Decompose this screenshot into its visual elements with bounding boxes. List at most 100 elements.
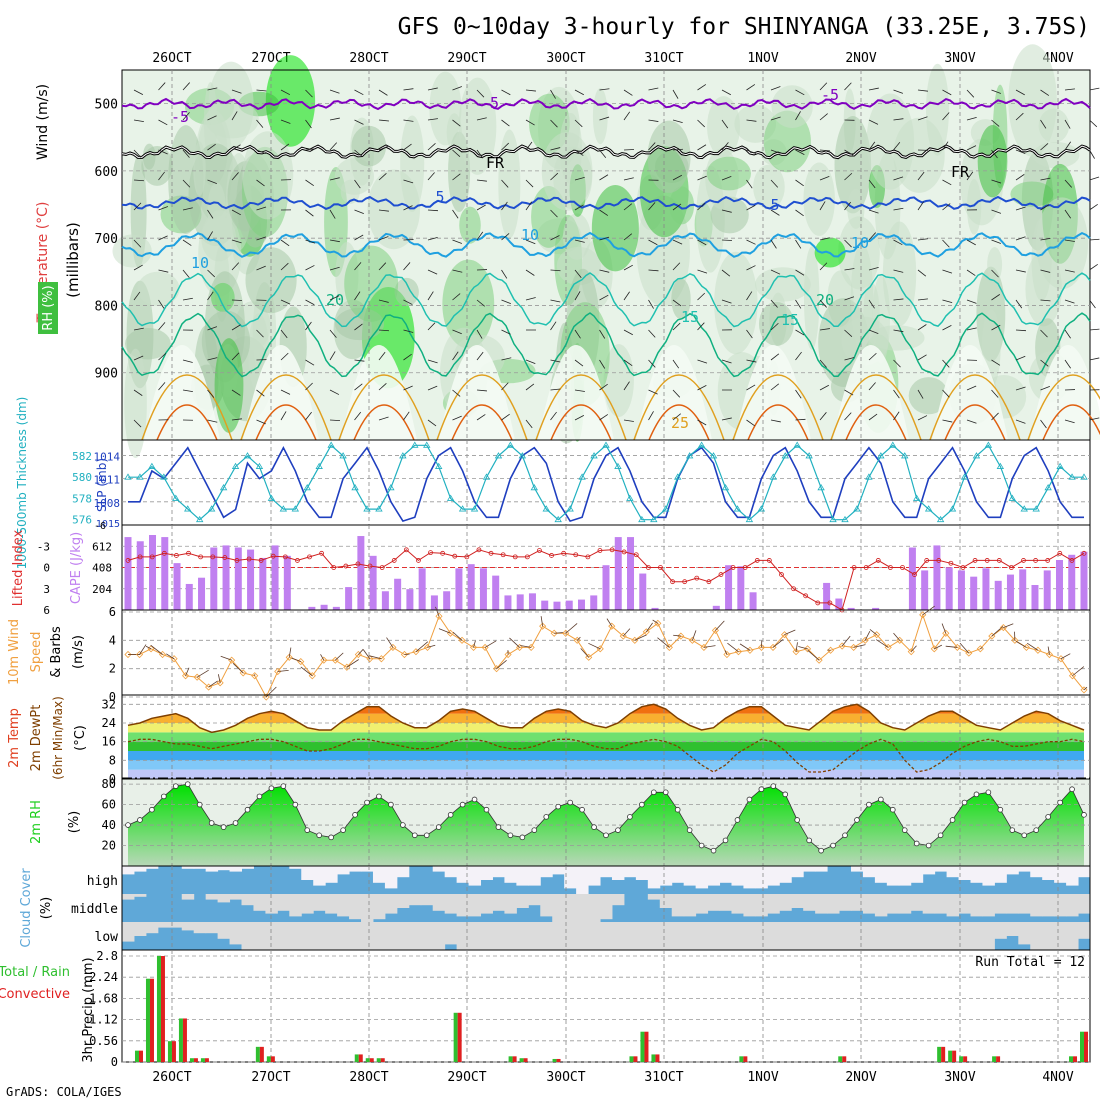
rh-shade [671,278,691,320]
wind-barb [844,268,855,271]
thickness-point [554,515,562,523]
bottom-date-label: 30OCT [546,1070,585,1085]
wind-barb [354,234,364,241]
dry-plume [833,345,909,440]
wind-barb [868,179,876,189]
wind-barb [819,113,828,121]
wind-barb [1015,386,1026,391]
wind-barb [966,239,976,246]
cloud-clear-cell [396,922,410,950]
wind-barb [354,209,364,215]
cloud-clear-cell [301,894,314,914]
cloud-clear-cell [707,894,721,911]
cloud-clear-cell [994,922,1007,939]
wind-barb [231,172,239,181]
wind-barb [574,89,584,96]
wind-barb [1064,141,1072,151]
precip-tick: 1.12 [89,1013,118,1027]
wind-speed-point [976,645,984,653]
li-point [887,565,893,570]
wind-barb [1064,88,1075,91]
wind-barb [133,149,142,158]
thickness-point [924,505,933,512]
wind-barb [277,670,289,672]
wind-barb [256,236,267,241]
li-point [948,560,954,566]
wind-barb [746,149,757,154]
wind-barb [196,669,209,678]
li-point [706,579,712,585]
precip-tick: 0.56 [89,1034,118,1048]
cloud-clear-cell [1066,866,1079,886]
wind-barb [427,644,436,648]
cloud-clear-cell [898,894,912,914]
wind-barb [980,647,983,650]
wind-barb [1015,206,1026,211]
wind-speed-point [965,649,973,657]
wind-barb [305,265,315,271]
minmax-label: (6hr Min/Max) [51,696,65,780]
li-point [573,552,579,558]
rh-point [364,799,370,806]
wind-barb [378,145,389,151]
cloud-clear-cell [862,922,876,950]
thickness-point [1032,505,1040,512]
wind-barb [1015,640,1027,648]
precip-total-bar [1069,1056,1074,1062]
wind-barb [550,147,561,151]
precip-total-bar [629,1056,634,1062]
thickness-point [255,462,264,469]
wind-barb [673,634,681,637]
wind-barb [182,359,193,363]
cloud-clear-cell [1042,894,1055,917]
isotherm-25 [633,374,725,441]
cloud-clear-cell [659,922,673,950]
cloud-clear-cell [635,866,649,880]
wind-barb [746,204,756,211]
li-point [779,572,784,577]
isotherm-30 [648,404,710,441]
thickness-point [446,494,455,501]
cloud-clear-cell [695,922,709,950]
rh-shade [926,63,949,156]
rh-tick: 20 [102,839,116,853]
wind-barb [966,299,977,304]
top-date-label: 30OCT [546,51,585,66]
wind-barb [452,269,463,273]
wind-barb [158,206,169,211]
wind-speed-point [999,624,1007,632]
wind-barb [1060,653,1071,660]
cape-bar [823,582,831,610]
wind-barb [966,145,977,151]
temp-band [128,760,1084,770]
cloud-clear-cell [265,894,278,914]
wind-barb [770,239,777,249]
wind-barb [648,119,659,122]
rh-point [268,785,275,792]
wind-barb [182,207,193,211]
rh-point [352,812,358,818]
wind-barb [942,112,950,121]
cape-bar [590,595,598,610]
wind-barb [476,389,487,392]
li-point [258,558,264,563]
wind-barb [991,412,999,421]
cape-bar [308,606,316,610]
cloud-clear-cell [480,866,493,880]
precip-convective-bar [1073,1056,1078,1062]
cloud-clear-cell [145,922,159,934]
wind-barb [256,89,267,92]
temp-tick: 8 [109,753,116,767]
wind-barb [1089,299,1096,309]
rh-point [913,840,920,847]
wind-barb [868,87,879,91]
cape-bar [749,592,757,610]
wind-barb [721,299,732,304]
wind-barb [354,411,362,421]
wind-barb [501,357,512,361]
li-point [766,558,772,563]
thickness-point [1080,473,1088,480]
cape-bar [639,573,647,610]
cloud-clear-cell [492,922,505,950]
wind-speed-point [746,646,754,654]
